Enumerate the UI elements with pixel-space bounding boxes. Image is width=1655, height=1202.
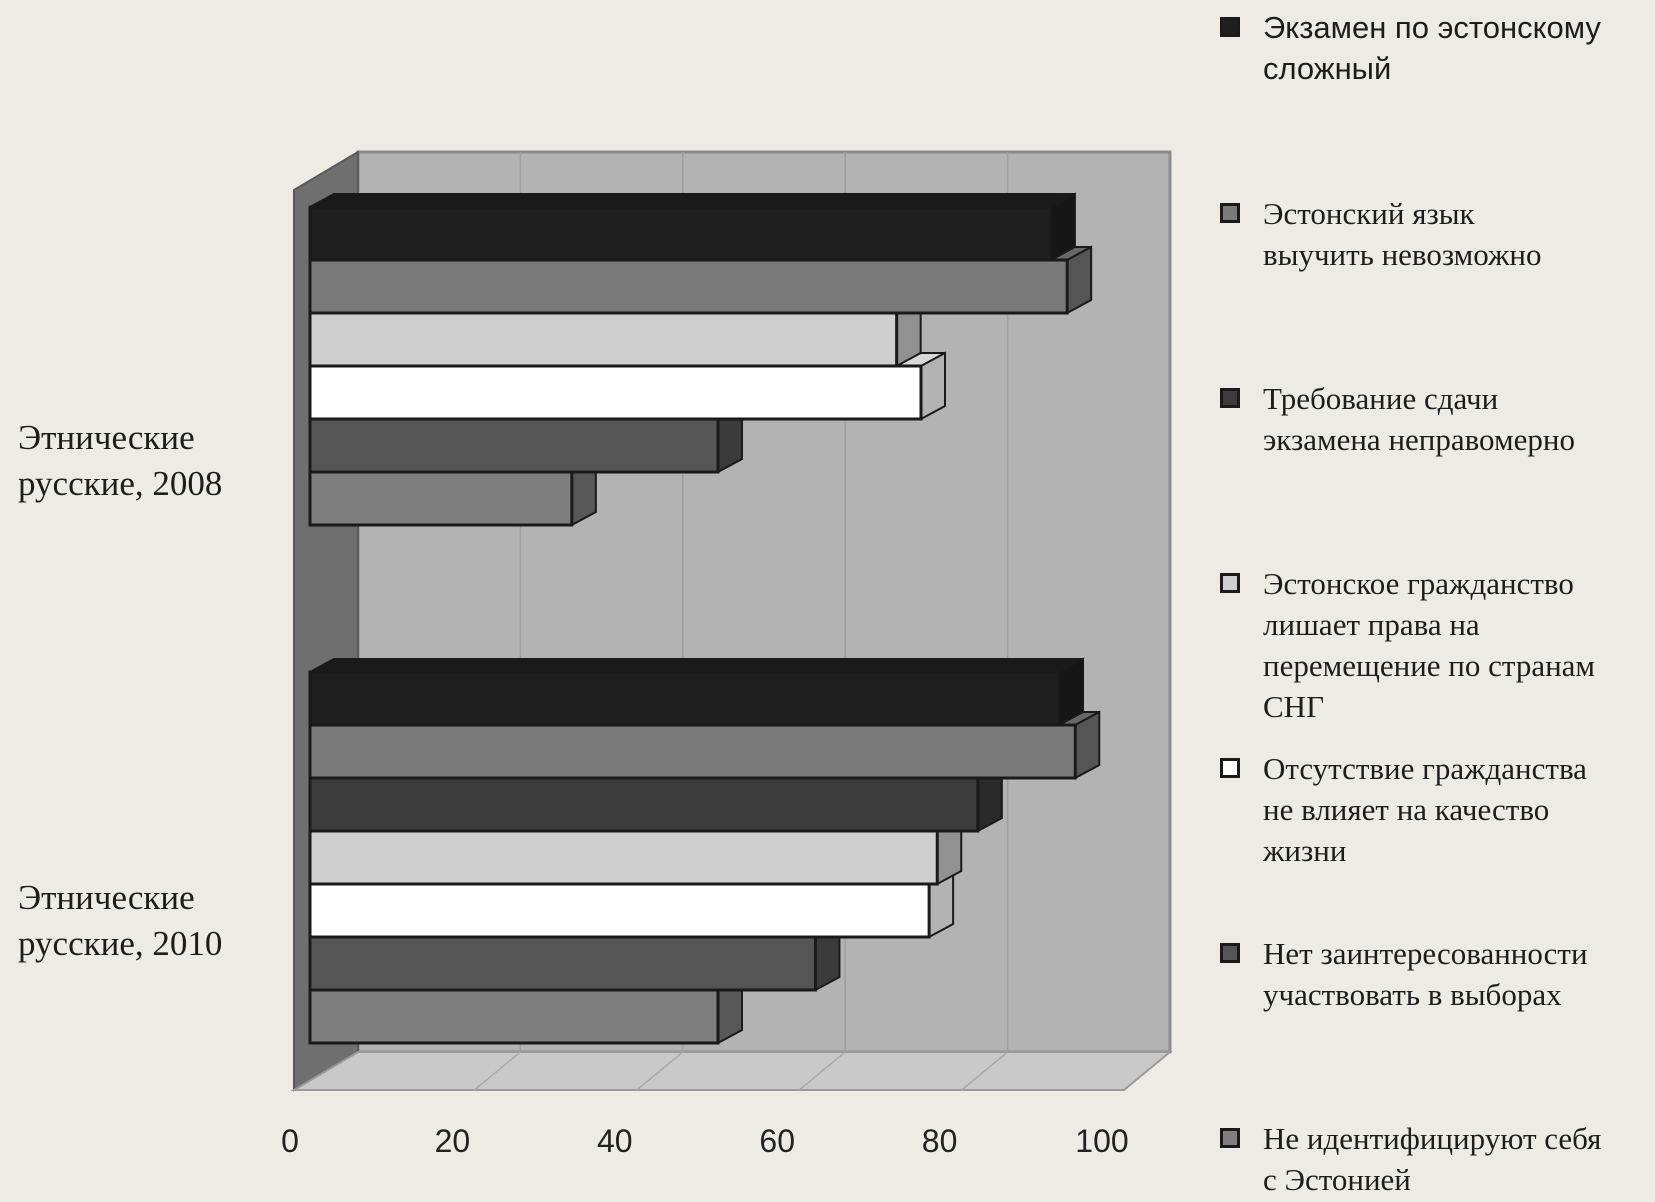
bar-front-face xyxy=(308,311,899,368)
floor xyxy=(290,1051,1173,1091)
legend-label: Требование сдачи экзамена неправомерно xyxy=(1263,381,1575,457)
legend: Экзамен по эстонскому сложный Эстонский … xyxy=(1220,0,1650,1202)
x-tick-label: 20 xyxy=(435,1123,471,1159)
legend-swatch xyxy=(1220,573,1240,593)
bar-front-face xyxy=(308,417,720,474)
bar-front-face xyxy=(308,723,1077,780)
legend-label: Эстонское гражданство лишает права на пе… xyxy=(1263,566,1596,724)
bar-top-face xyxy=(309,658,1084,673)
bar-front-face xyxy=(308,258,1069,315)
bar-front-face xyxy=(308,829,939,886)
bar-top-face xyxy=(309,193,1076,208)
floor-gridline xyxy=(473,1051,521,1091)
legend-label: Отсутствие гражданства не влияет на каче… xyxy=(1263,751,1587,868)
x-tick-label: 100 xyxy=(1075,1123,1128,1159)
legend-swatch xyxy=(1220,388,1240,408)
bar-front-face xyxy=(308,776,980,833)
legend-swatch xyxy=(1220,1128,1240,1148)
legend-label: Экзамен по эстонскому сложный xyxy=(1263,10,1601,86)
bar-front-face xyxy=(308,988,720,1045)
x-tick-label: 40 xyxy=(597,1123,633,1159)
legend-swatch xyxy=(1220,17,1240,37)
bar-front-face xyxy=(308,470,574,527)
x-tick-labels: 0 20 40 60 80 100 xyxy=(281,1123,1129,1159)
bar-front-face xyxy=(308,670,1061,727)
bar-front-face xyxy=(308,205,1053,262)
legend-swatch xyxy=(1220,758,1240,778)
x-tick-label: 0 xyxy=(281,1123,299,1159)
bar-front-face xyxy=(308,935,817,992)
legend-label: Эстонский язык выучить невозможно xyxy=(1263,196,1542,272)
legend-swatch xyxy=(1220,203,1240,223)
bars xyxy=(308,192,1101,1045)
bar xyxy=(308,657,1085,727)
legend-swatch xyxy=(1220,943,1240,963)
x-tick-label: 80 xyxy=(922,1123,958,1159)
floor-gridline xyxy=(798,1051,846,1091)
legend-label: Не идентифицируют себя с Эстонией xyxy=(1263,1121,1602,1197)
floor-gridline xyxy=(961,1051,1009,1091)
x-tick-label: 60 xyxy=(759,1123,795,1159)
category-label-2008: Этнические русские, 2008 xyxy=(18,418,223,503)
bar-front-face xyxy=(308,882,931,939)
legend-label: Нет заинтересованности участвовать в выб… xyxy=(1263,936,1588,1012)
bar-front-face xyxy=(308,364,923,421)
floor-gridline xyxy=(636,1051,684,1091)
category-label-2010: Этнические русские, 2010 xyxy=(18,878,223,963)
bar xyxy=(308,192,1076,262)
